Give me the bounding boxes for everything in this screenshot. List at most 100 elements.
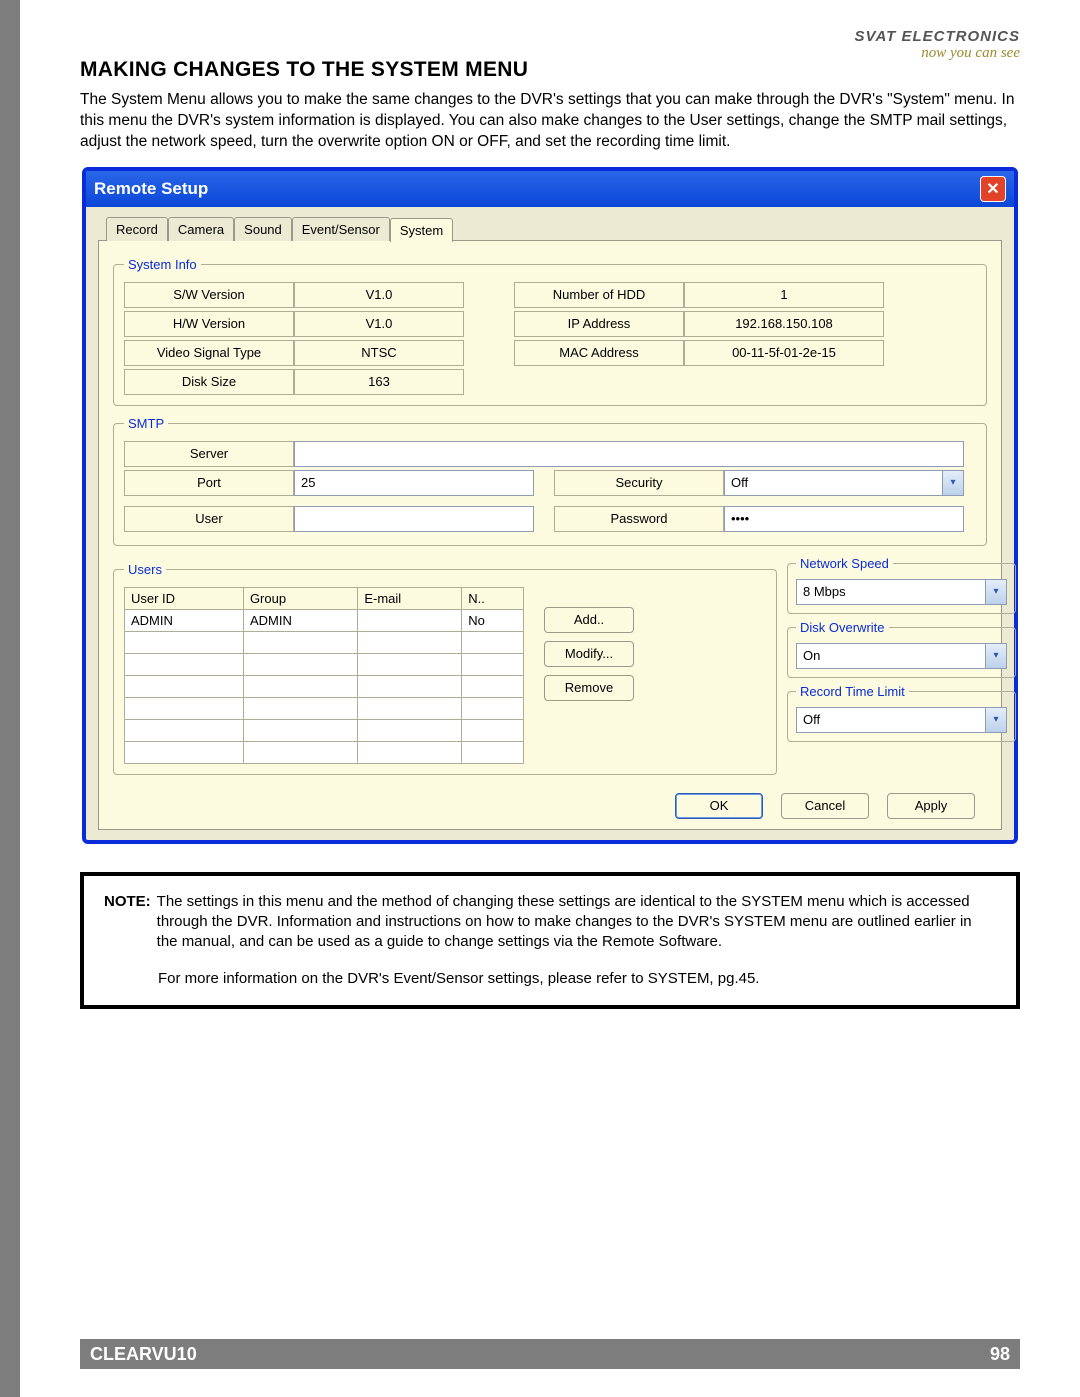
close-button[interactable]: ✕: [980, 176, 1006, 202]
cancel-button[interactable]: Cancel: [781, 793, 869, 819]
tab-record[interactable]: Record: [106, 217, 168, 241]
chevron-down-icon[interactable]: ▾: [985, 707, 1007, 733]
network-speed-legend: Network Speed: [796, 556, 893, 571]
window-title: Remote Setup: [94, 179, 208, 199]
tab-sound[interactable]: Sound: [234, 217, 292, 241]
table-row: [125, 741, 524, 763]
disk-overwrite-group: Disk Overwrite ▾: [787, 620, 1016, 678]
smtp-legend: SMTP: [124, 416, 168, 431]
video-signal-value: NTSC: [294, 340, 464, 366]
smtp-port-label: Port: [124, 470, 294, 496]
sw-version-value: V1.0: [294, 282, 464, 308]
users-button-column: Add.. Modify... Remove: [544, 607, 634, 701]
footer-model: CLEARVU10: [90, 1344, 197, 1365]
mac-address-label: MAC Address: [514, 340, 684, 366]
table-row: [125, 653, 524, 675]
right-settings-column: Network Speed ▾ Disk Overwrite ▾: [787, 556, 987, 785]
chevron-down-icon[interactable]: ▾: [985, 643, 1007, 669]
page-footer: CLEARVU10 98: [80, 1339, 1020, 1369]
smtp-server-label: Server: [124, 441, 294, 467]
sw-version-label: S/W Version: [124, 282, 294, 308]
cell-group: ADMIN: [243, 609, 357, 631]
tab-camera[interactable]: Camera: [168, 217, 234, 241]
tab-event-sensor[interactable]: Event/Sensor: [292, 217, 390, 241]
smtp-port-input[interactable]: [294, 470, 534, 496]
apply-button[interactable]: Apply: [887, 793, 975, 819]
note-label: NOTE:: [104, 892, 151, 953]
record-time-limit-legend: Record Time Limit: [796, 684, 909, 699]
network-speed-group: Network Speed ▾: [787, 556, 1016, 614]
tab-strip: Record Camera Sound Event/Sensor System: [106, 217, 1002, 241]
users-group: Users User ID Group E-mail N.. ADMIN ADM…: [113, 562, 777, 775]
mac-address-value: 00-11-5f-01-2e-15: [684, 340, 884, 366]
network-speed-select[interactable]: ▾: [796, 579, 1007, 605]
table-row[interactable]: ADMIN ADMIN No: [125, 609, 524, 631]
disk-size-value: 163: [294, 369, 464, 395]
system-info-grid: S/W Version V1.0 Number of HDD 1 H/W Ver…: [124, 282, 976, 395]
table-row: [125, 697, 524, 719]
col-email: E-mail: [358, 587, 462, 609]
cell-user-id: ADMIN: [125, 609, 244, 631]
smtp-user-input[interactable]: [294, 506, 534, 532]
video-signal-label: Video Signal Type: [124, 340, 294, 366]
tab-panel-system: System Info S/W Version V1.0 Number of H…: [98, 240, 1002, 830]
note-more: For more information on the DVR's Event/…: [158, 969, 996, 989]
disk-size-label: Disk Size: [124, 369, 294, 395]
ip-address-value: 192.168.150.108: [684, 311, 884, 337]
hw-version-label: H/W Version: [124, 311, 294, 337]
smtp-group: SMTP Server Port Security ▾: [113, 416, 987, 546]
brand-block: SVAT ELECTRONICS now you can see: [855, 28, 1020, 62]
ok-button[interactable]: OK: [675, 793, 763, 819]
smtp-password-input[interactable]: [724, 506, 964, 532]
disk-overwrite-select[interactable]: ▾: [796, 643, 1007, 669]
note-text: The settings in this menu and the method…: [157, 892, 996, 953]
record-time-limit-value[interactable]: [796, 707, 985, 733]
note-box: NOTE: The settings in this menu and the …: [80, 872, 1020, 1009]
titlebar: Remote Setup ✕: [86, 171, 1014, 207]
close-icon: ✕: [986, 179, 999, 199]
users-table: User ID Group E-mail N.. ADMIN ADMIN No: [124, 587, 524, 764]
chevron-down-icon[interactable]: ▾: [942, 470, 964, 496]
smtp-security-value[interactable]: [724, 470, 942, 496]
chevron-down-icon[interactable]: ▾: [985, 579, 1007, 605]
ip-address-label: IP Address: [514, 311, 684, 337]
dialog-button-row: OK Cancel Apply: [113, 785, 987, 819]
record-time-limit-select[interactable]: ▾: [796, 707, 1007, 733]
smtp-security-select[interactable]: ▾: [724, 470, 964, 496]
smtp-password-label: Password: [554, 506, 724, 532]
manual-page: SVAT ELECTRONICS now you can see MAKING …: [20, 0, 1080, 1397]
brand-tagline: now you can see: [855, 45, 1020, 62]
users-header-row: User ID Group E-mail N..: [125, 587, 524, 609]
smtp-server-input[interactable]: [294, 441, 964, 467]
remote-setup-window: Remote Setup ✕ Record Camera Sound Event…: [82, 167, 1018, 844]
col-group: Group: [243, 587, 357, 609]
cell-email: [358, 609, 462, 631]
network-speed-value[interactable]: [796, 579, 985, 605]
intro-text: The System Menu allows you to make the s…: [80, 90, 1020, 153]
smtp-user-label: User: [124, 506, 294, 532]
disk-overwrite-value[interactable]: [796, 643, 985, 669]
remove-user-button[interactable]: Remove: [544, 675, 634, 701]
record-time-limit-group: Record Time Limit ▾: [787, 684, 1016, 742]
window-body: Record Camera Sound Event/Sensor System …: [86, 207, 1014, 840]
cell-n: No: [462, 609, 524, 631]
users-legend: Users: [124, 562, 166, 577]
hw-version-value: V1.0: [294, 311, 464, 337]
table-row: [125, 675, 524, 697]
lower-row: Users User ID Group E-mail N.. ADMIN ADM…: [113, 556, 987, 785]
col-user-id: User ID: [125, 587, 244, 609]
modify-user-button[interactable]: Modify...: [544, 641, 634, 667]
hdd-count-label: Number of HDD: [514, 282, 684, 308]
brand-name: SVAT ELECTRONICS: [855, 28, 1020, 45]
add-user-button[interactable]: Add..: [544, 607, 634, 633]
system-info-group: System Info S/W Version V1.0 Number of H…: [113, 257, 987, 406]
table-row: [125, 719, 524, 741]
tab-system[interactable]: System: [390, 218, 453, 242]
smtp-security-label: Security: [554, 470, 724, 496]
table-row: [125, 631, 524, 653]
footer-page: 98: [990, 1344, 1010, 1365]
disk-overwrite-legend: Disk Overwrite: [796, 620, 889, 635]
col-n: N..: [462, 587, 524, 609]
hdd-count-value: 1: [684, 282, 884, 308]
system-info-legend: System Info: [124, 257, 201, 272]
